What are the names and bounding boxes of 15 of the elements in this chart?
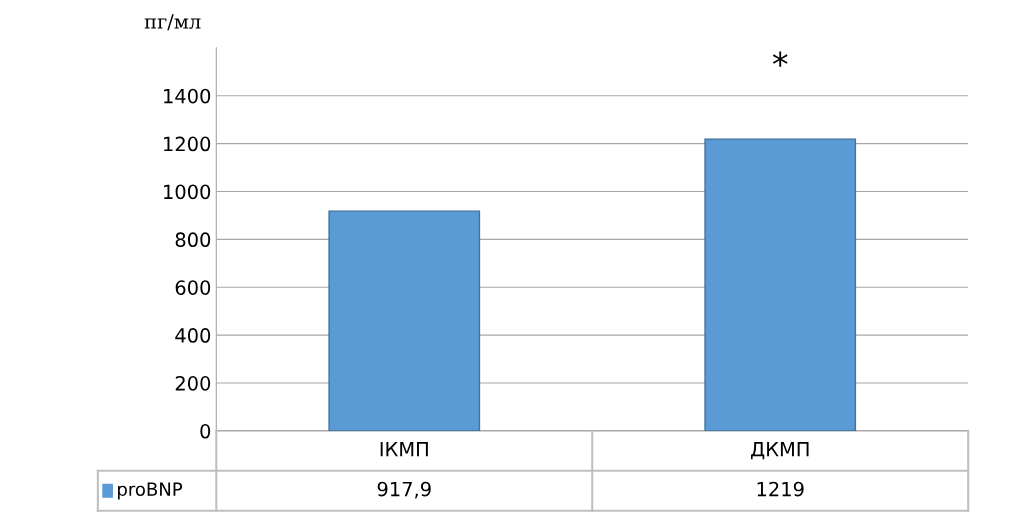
x-tick-label: ІКМП [380, 442, 428, 457]
y-axis-title: пг/мл [144, 14, 201, 31]
y-tick-label: 1200 [164, 136, 211, 152]
y-tick-label: 0 [200, 423, 211, 439]
y-tick-label: 1400 [164, 88, 211, 104]
legend-label: proBNP [118, 482, 183, 500]
x-tick-label: ДКМП [750, 442, 809, 460]
annotation: * [772, 51, 788, 67]
y-tick-label: 800 [175, 232, 211, 248]
data-label: 1219 [757, 481, 804, 497]
y-tick-label: 600 [175, 280, 211, 295]
y-tick-label: 400 [175, 328, 211, 343]
data-label: 917,9 [377, 481, 431, 499]
y-tick-label: 200 [175, 376, 211, 391]
y-tick-label: 1000 [164, 184, 211, 200]
